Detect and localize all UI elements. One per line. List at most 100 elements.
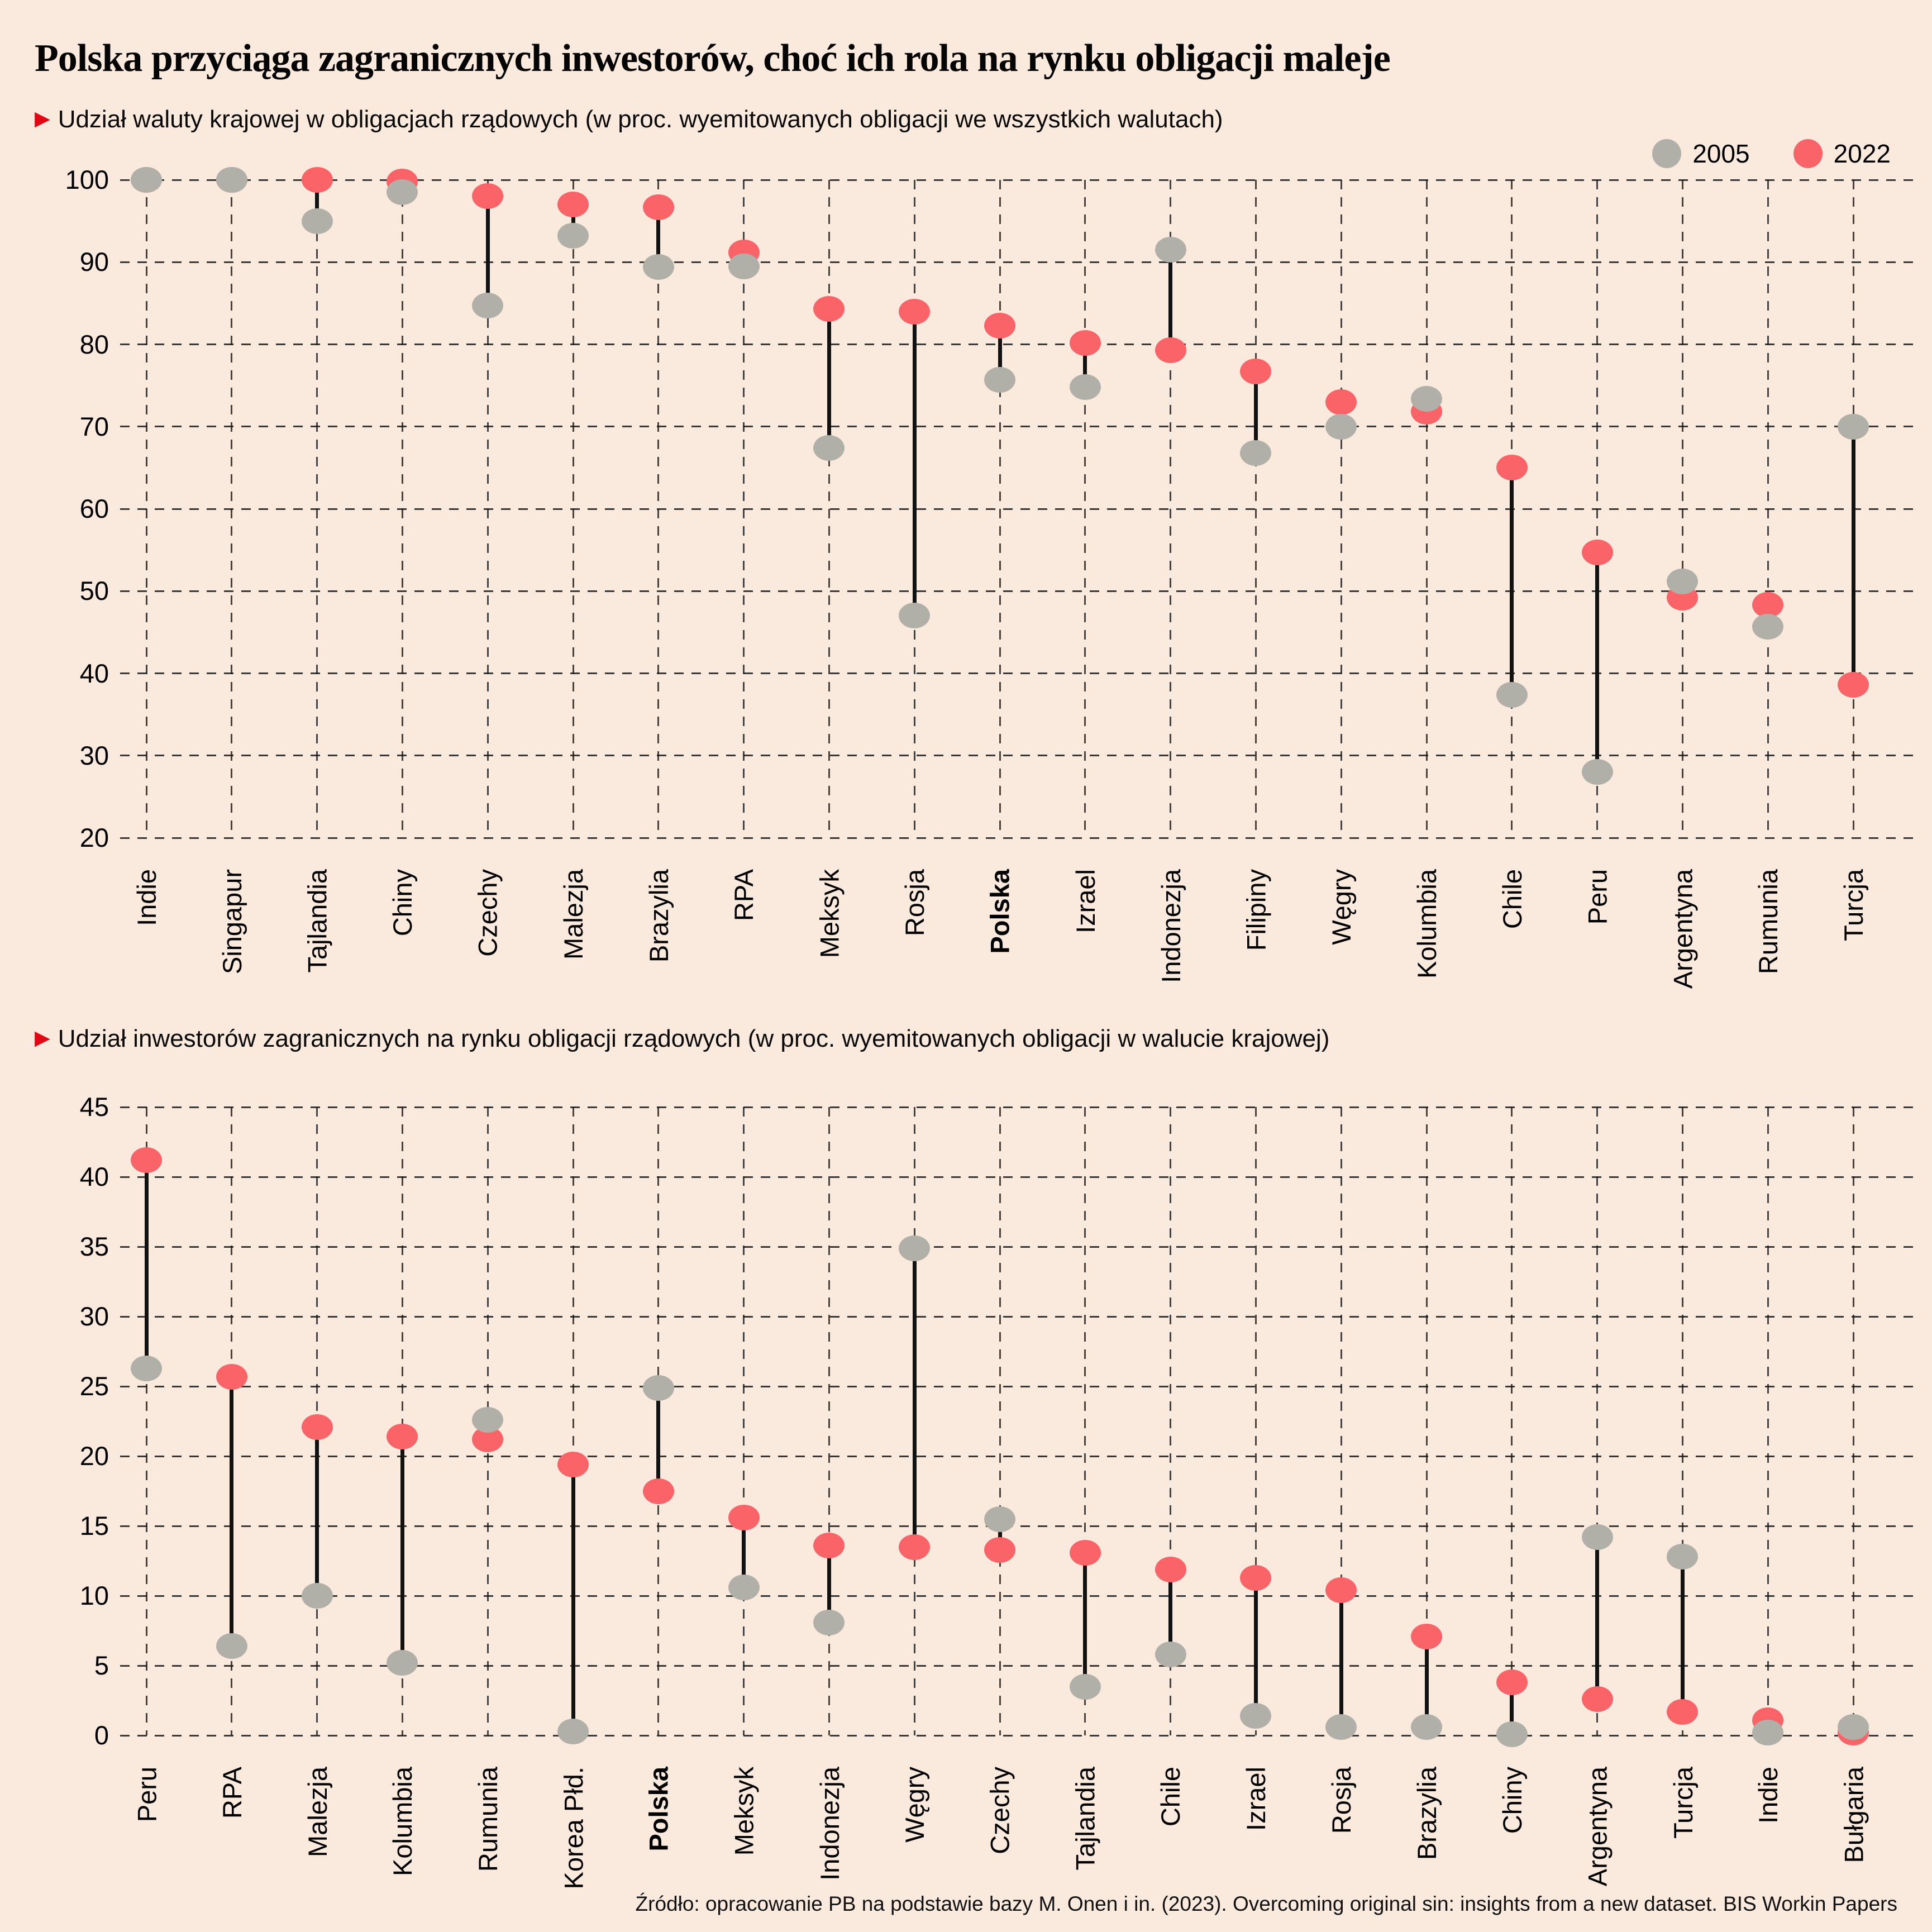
dumbbell-connector-line [998, 325, 1002, 380]
x-gridline [657, 180, 660, 838]
category-label-text: Węgry [1327, 869, 1357, 945]
data-point-2022 [1325, 389, 1357, 415]
dumbbell-connector-line [912, 1248, 917, 1547]
dumbbell-connector-line [742, 1518, 746, 1587]
legend-dot-2022-icon [1793, 139, 1823, 168]
category-label-text: Czechy [473, 869, 503, 957]
x-gridline [1681, 180, 1683, 838]
data-point-2022 [813, 1533, 845, 1558]
red-triangle-bullet-icon: ▶ [35, 1026, 50, 1049]
dumbbell-connector-line [1253, 371, 1258, 453]
data-point-2005 [899, 603, 931, 629]
data-point-2005 [1411, 385, 1442, 412]
category-label-text: Peru [132, 1767, 161, 1823]
legend-item-2022: 2022 [1793, 139, 1891, 169]
data-point-2005 [387, 1650, 418, 1676]
y-axis-tick-label: 20 [79, 1441, 109, 1471]
data-point-2022 [1411, 399, 1442, 425]
dumbbell-connector-line [1424, 398, 1429, 412]
data-point-2005 [1325, 1714, 1357, 1740]
data-point-2005 [216, 1633, 247, 1659]
category-label-text: Izrael [1070, 869, 1100, 933]
x-gridline [999, 180, 1001, 838]
data-point-2022 [301, 1414, 333, 1440]
source-note: Źródło: opracowanie PB na podstawie bazy… [635, 1892, 1897, 1915]
data-point-2005 [1581, 1524, 1613, 1550]
dumbbell-connector-line [912, 311, 917, 616]
dumbbell-connector-line [1851, 426, 1855, 685]
dumbbell-connector-line [571, 204, 575, 236]
category-label-text: Węgry [900, 1767, 930, 1843]
dumbbell-connector-line [1851, 1727, 1855, 1733]
dumbbell-connector-line [485, 196, 490, 306]
dumbbell-connector-line [656, 207, 661, 268]
data-point-2022 [642, 1478, 674, 1504]
category-label-text: Argentyna [1668, 869, 1698, 989]
dumbbell-connector-line [230, 1376, 234, 1646]
data-point-2022 [1581, 540, 1613, 566]
data-point-2022 [1069, 1539, 1101, 1566]
data-point-2005 [1325, 413, 1357, 440]
category-label-text: Brazylia [1412, 1767, 1442, 1861]
data-point-2005 [1581, 759, 1613, 785]
y-gridline [120, 755, 1919, 757]
data-point-2022 [728, 239, 760, 265]
red-triangle-bullet-icon: ▶ [35, 107, 50, 130]
data-point-2022 [1667, 585, 1699, 611]
x-gridline [316, 1107, 318, 1735]
data-point-2022 [984, 312, 1015, 338]
y-gridline [120, 590, 1919, 592]
y-axis-tick-label: 60 [79, 494, 109, 523]
y-axis-tick-label: 100 [65, 165, 109, 194]
y-axis-tick-label: 20 [79, 823, 109, 852]
category-label-text: Bułgaria [1839, 1767, 1868, 1863]
data-point-2022 [1240, 359, 1272, 385]
x-gridline [401, 180, 403, 838]
category-label-text: Malezja [302, 1767, 332, 1857]
dumbbell-connector-line [1766, 605, 1770, 627]
x-gridline [1084, 1107, 1086, 1735]
data-point-2005 [984, 366, 1015, 393]
data-point-2022 [1155, 1556, 1186, 1582]
legend-label-2022: 2022 [1833, 139, 1891, 168]
category-label-text: Czechy [985, 1767, 1015, 1854]
category-label-text: Brazylia [643, 869, 674, 963]
data-point-2005 [813, 1609, 845, 1635]
legend: 2005 2022 [1652, 139, 1891, 169]
data-point-2022 [472, 1427, 504, 1452]
dumbbell-connector-line [1510, 468, 1514, 695]
category-label-text: RPA [729, 869, 759, 922]
x-gridline [743, 180, 745, 838]
data-point-2022 [387, 1424, 418, 1449]
x-gridline [999, 1107, 1001, 1735]
data-point-2022 [131, 1147, 162, 1173]
legend-item-2005: 2005 [1652, 139, 1750, 169]
category-label-text: Tajlandia [302, 869, 332, 973]
y-gridline [120, 1315, 1919, 1318]
data-point-2022 [1155, 337, 1186, 363]
x-gridline [1425, 180, 1428, 838]
data-point-2022 [1838, 672, 1869, 698]
category-label-text: Tajlandia [1070, 1767, 1100, 1871]
category-label-text: Chiny [388, 869, 418, 937]
data-point-2022 [1069, 330, 1101, 356]
category-label-text: Turcja [1839, 869, 1868, 941]
y-axis-tick-label: 10 [79, 1581, 109, 1610]
y-axis-tick-label: 30 [79, 1301, 109, 1331]
data-point-2005 [813, 435, 845, 461]
dumbbell-connector-line [1168, 250, 1173, 350]
data-point-2005 [387, 179, 418, 206]
data-point-2022 [387, 168, 418, 194]
data-point-2005 [1496, 681, 1528, 708]
data-point-2022 [1838, 1720, 1869, 1745]
dumbbell-connector-line [1339, 1590, 1343, 1727]
x-gridline [316, 180, 318, 838]
x-gridline [231, 1107, 233, 1735]
data-point-2005 [1069, 1673, 1101, 1700]
x-gridline [1340, 180, 1342, 838]
y-axis-tick-label: 80 [79, 329, 109, 359]
y-gridline [120, 1664, 1919, 1667]
category-label-text: Rumunia [473, 1767, 503, 1872]
data-point-2005 [1667, 1544, 1699, 1570]
category-label-text: Kolumbia [1412, 869, 1442, 979]
